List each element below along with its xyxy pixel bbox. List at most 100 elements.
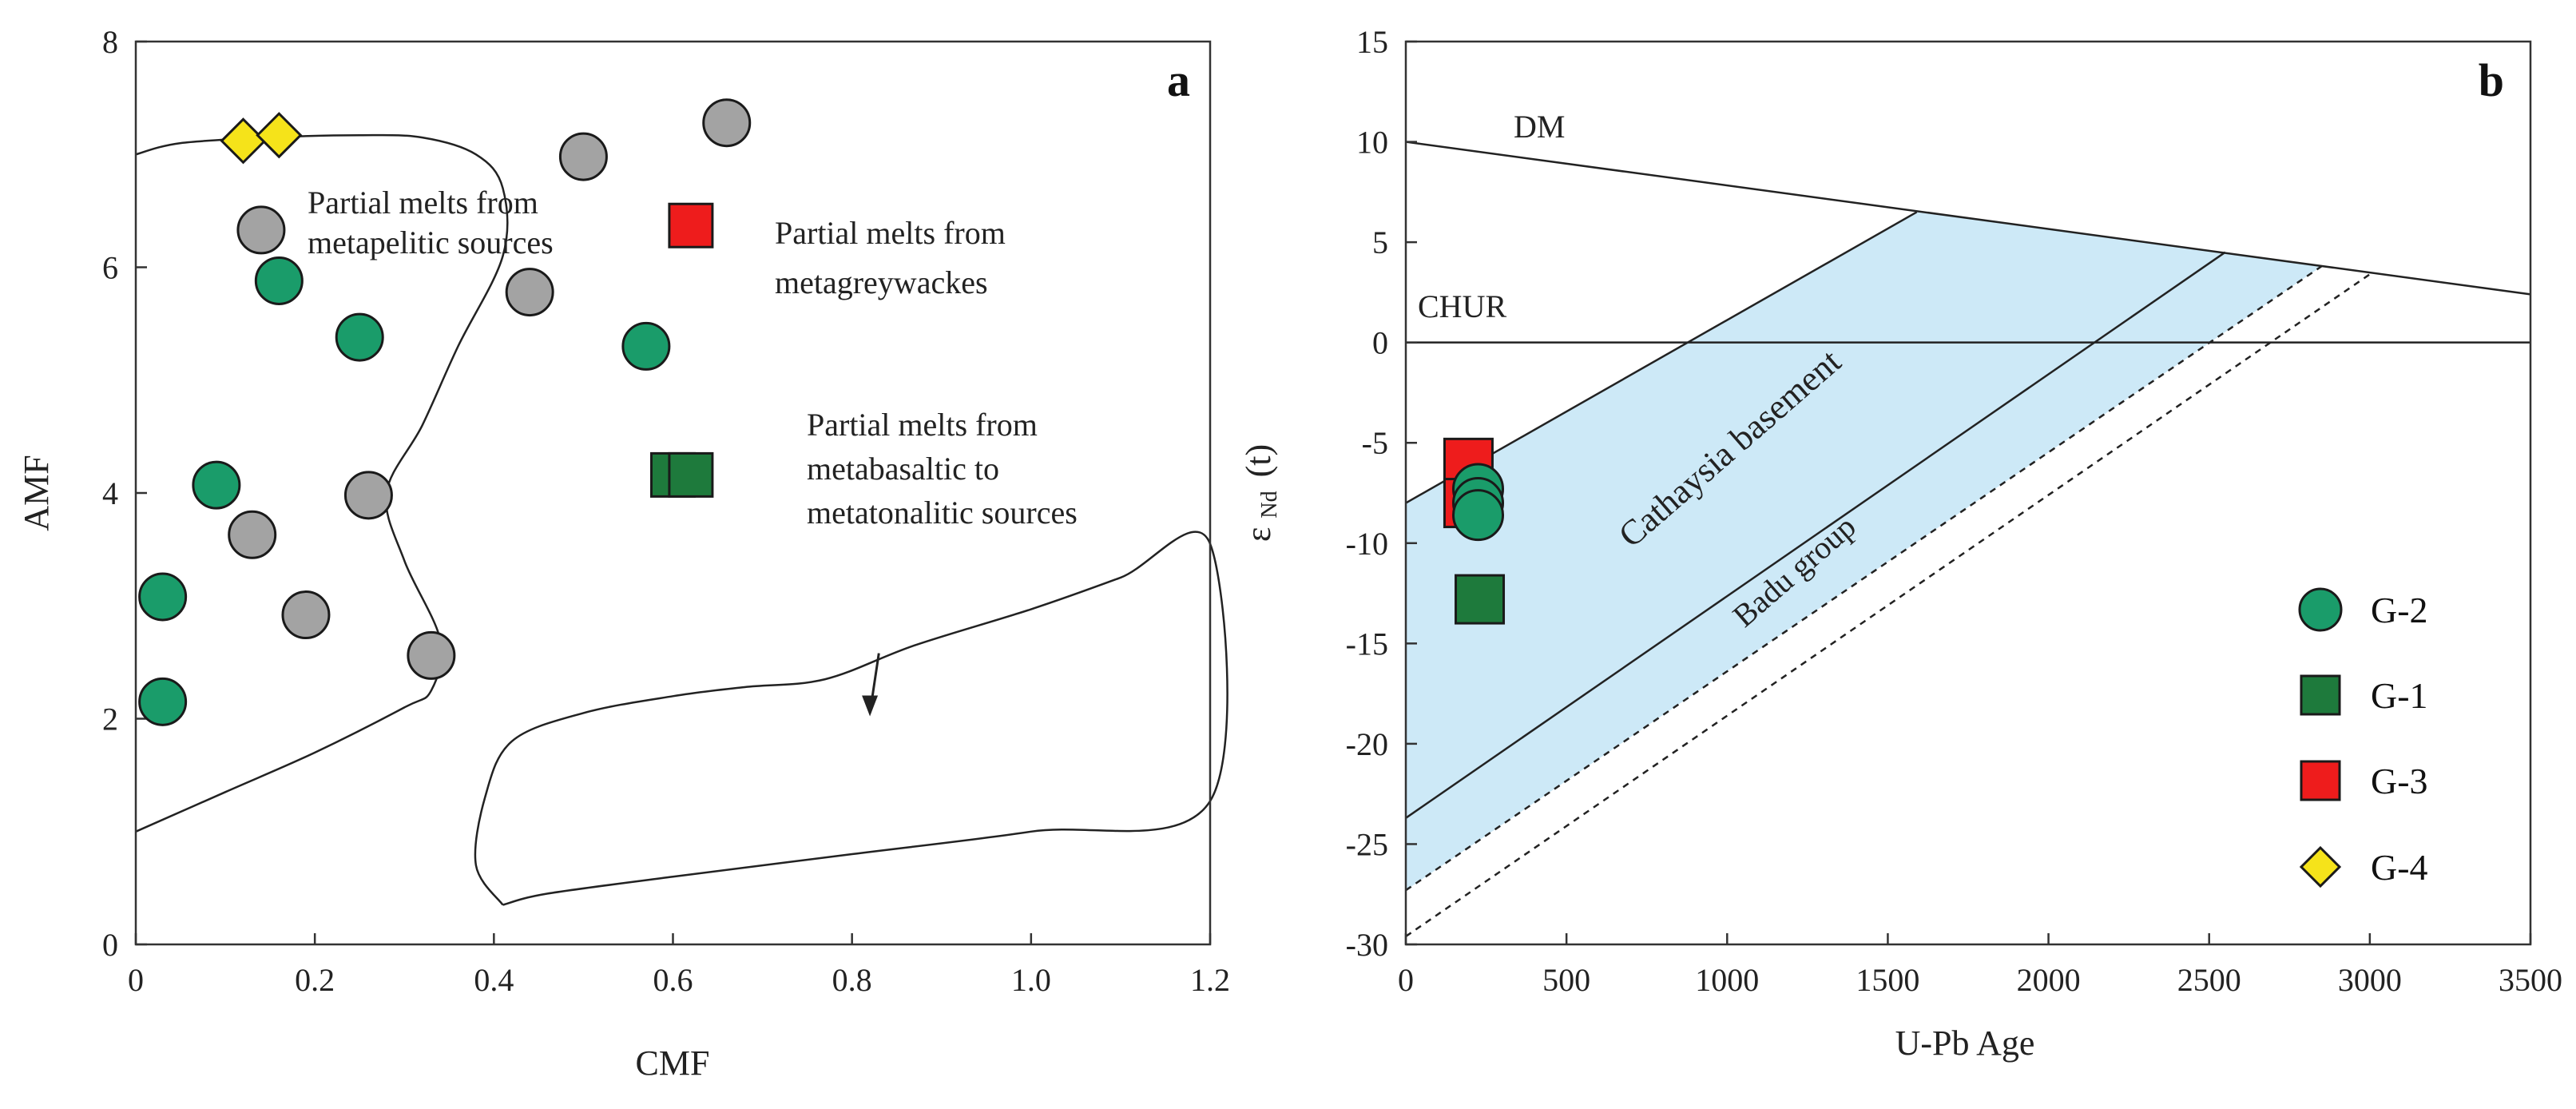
panel-b-frame [1404,40,2532,946]
point-unclassified [505,268,554,317]
panel-b-ticks: 0 500 1000 1500 2000 2500 3000 3500 -30 -25 -20 -15… [1346,24,2562,998]
legend-marker-g-3 [2300,760,2341,801]
metabasaltic-label-line-2: metabasaltic to [807,451,999,487]
panel-b-x-axis-title: U-Pb Age [1895,1024,2035,1063]
y-axis-title-suffix: (t) [1239,444,1278,478]
panel-b-y-tick-label: -10 [1346,526,1388,562]
point-unclassified [236,205,286,255]
panel-a-points [138,98,752,726]
point-g-2 [621,321,671,371]
panel-a-y-tick-label: 2 [102,702,118,737]
legend-marker-g-4 [2299,845,2342,888]
legend-marker-g-2 [2298,587,2343,632]
y-axis-title-subscript: Nd [1257,491,1282,518]
panel-b-y-axis-title: ε Nd (t) [1239,444,1284,542]
panel-a-x-axis-title: CMF [636,1043,710,1083]
panel-a-chart: 0 0.2 0.4 0.6 0.8 1.0 1.2 0 2 4 6 8 CMF AMF a Parti… [17,24,1230,1083]
panel-b-y-tick-label: 5 [1372,225,1388,260]
panel-a-x-tick-label: 0.6 [653,962,693,998]
point-g-2 [335,312,384,362]
panel-a-x-tick-label: 1.2 [1190,962,1230,998]
panel-a-ticks: 0 0.2 0.4 0.6 0.8 1.0 1.2 0 2 4 6 8 [102,24,1230,998]
legend-label-g-2: G-2 [2371,590,2428,630]
dm-line [1405,141,2531,296]
legend-item-g-1: G-1 [2300,674,2428,716]
panel-a-x-tick-label: 0.8 [832,962,872,998]
panel-b-x-tick-label: 500 [1542,962,1590,998]
metapelitic-label: Partial melts from metapelitic sources [308,185,554,260]
panel-a-x-tick-label: 0.2 [295,962,335,998]
panel-a-x-tick-label: 1.0 [1011,962,1051,998]
point-unclassified [702,98,752,148]
legend-item-g-3: G-3 [2300,760,2428,801]
metabasaltic-field-boundary [474,531,1228,906]
chur-label: CHUR [1418,288,1506,324]
metapelitic-field-boundary [135,133,509,833]
panel-b-x-tick-label: 0 [1398,962,1414,998]
point-g-1 [1455,574,1506,625]
y-axis-title-epsilon: ε [1239,527,1278,542]
point-g-2 [1452,489,1505,542]
panel-a-x-tick-label: 0 [128,962,144,998]
panel-b-x-tick-label: 1500 [1856,962,1919,998]
legend-item-g-4: G-4 [2299,845,2428,888]
legend-label-g-4: G-4 [2371,847,2428,888]
basement-middle-line [1405,251,2226,819]
point-g-3 [668,202,714,248]
point-g-4 [220,117,267,165]
panel-a-fields [135,133,1228,906]
legend-marker-g-1 [2300,674,2341,716]
panel-b-y-tick-label: 0 [1372,325,1388,361]
metagreywacke-label: Partial melts from metagreywackes [775,215,1014,300]
point-g-2 [192,460,241,510]
panel-a-y-tick-label: 6 [102,250,118,286]
panel-a-y-tick-label: 4 [102,475,118,511]
legend: G-2 G-1 G-3 G-4 [2298,587,2428,888]
panel-a-x-tick-label: 0.4 [474,962,514,998]
metagreywacke-label-line-2: metagreywackes [775,264,988,300]
cathaysia-basement-region [1406,212,2322,891]
legend-label-g-3: G-3 [2371,761,2428,801]
panel-b-x-tick-label: 3000 [2338,962,2402,998]
metapelitic-label-line-2: metapelitic sources [308,225,554,260]
point-g-4 [256,112,303,159]
legend-item-g-2: G-2 [2298,587,2428,632]
panel-b-y-tick-label: 10 [1356,125,1388,161]
badu-lower-line [1405,273,2371,937]
point-unclassified [558,132,608,181]
point-g-2 [254,256,304,305]
panel-b-chart: 0 500 1000 1500 2000 2500 3000 3500 -30 -25 -20 -15… [1239,24,2562,1063]
dm-label: DM [1514,109,1565,145]
panel-a-y-tick-label: 8 [102,24,118,60]
point-unclassified [343,471,393,520]
point-g-2 [138,677,188,726]
panel-b-y-tick-label: -15 [1346,626,1388,662]
panel-b-y-tick-label: -30 [1346,927,1388,963]
metagreywacke-label-line-1: Partial melts from [775,215,1006,251]
point-unclassified [281,590,331,640]
panel-b-shaded-region [1406,212,2322,891]
panel-b-points [1443,437,1506,625]
panel-b-x-tick-label: 3500 [2499,962,2562,998]
panel-b-x-tick-label: 2500 [2177,962,2241,998]
panel-a-y-tick-label: 0 [102,927,118,963]
point-g-1 [668,451,714,498]
panel-b-x-tick-label: 2000 [2017,962,2081,998]
panel-a-label: a [1167,54,1190,106]
legend-label-g-1: G-1 [2371,675,2428,716]
metabasaltic-label-line-1: Partial melts from [807,407,1038,443]
panel-b-label: b [2479,54,2504,106]
panel-b-y-tick-label: 15 [1356,24,1388,60]
metabasaltic-label: Partial melts from metabasaltic to metat… [807,407,1078,531]
panel-b-y-tick-label: -25 [1346,826,1388,862]
panel-a-y-axis-title: AMF [17,455,56,531]
point-g-2 [138,572,188,622]
annotation-arrow-head [862,695,879,717]
point-unclassified [407,630,456,680]
badu-upper-line [1405,265,2323,892]
point-unclassified [228,510,277,559]
panel-b-x-tick-label: 1000 [1695,962,1759,998]
panel-b-y-tick-label: -20 [1346,726,1388,762]
panel-b-y-tick-label: -5 [1362,425,1388,461]
